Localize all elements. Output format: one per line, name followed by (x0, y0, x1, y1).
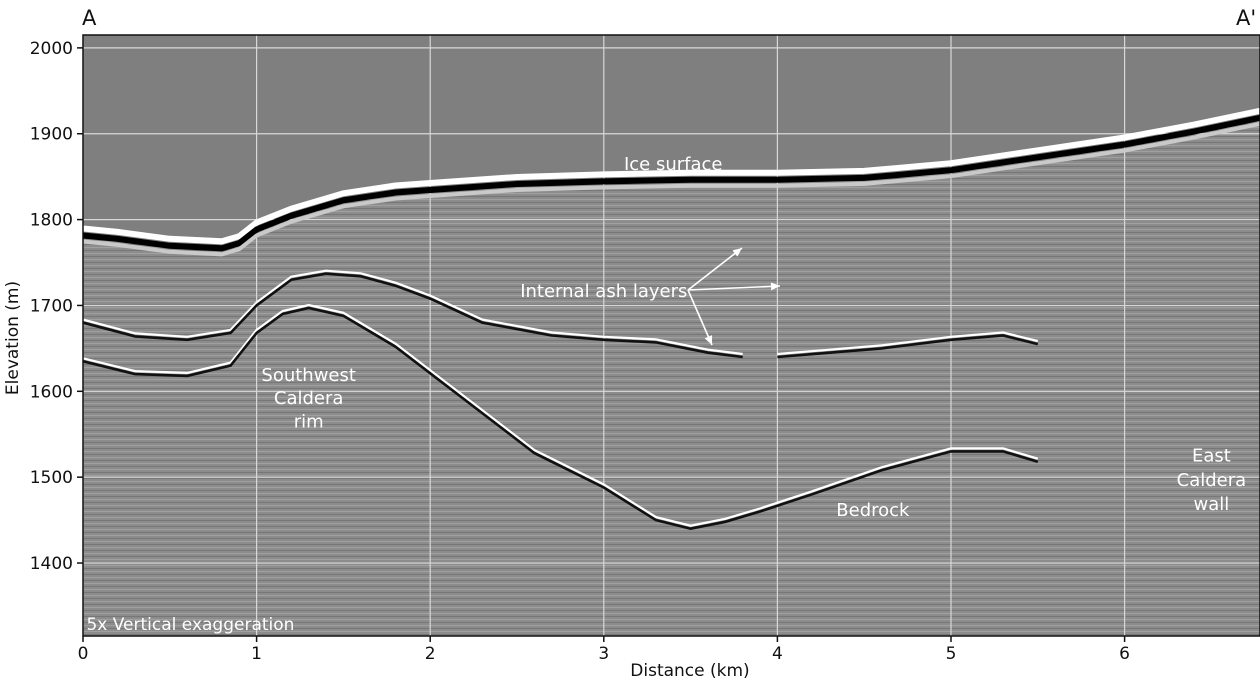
y-tick-label-3: 1700 (30, 296, 73, 316)
axes: 0 1 2 3 4 5 6 1400 1500 1600 1700 1800 1900 2000 (30, 39, 1130, 664)
annotation-arrows (687, 247, 781, 346)
profile-start-label: A (82, 6, 97, 30)
y-tick-label-1: 1500 (30, 468, 73, 488)
ice-surface-line (83, 114, 1260, 252)
x-axis-label: Distance (km) (630, 661, 749, 681)
internal-ash-layer-lower (777, 334, 1039, 359)
annotation-9: 5x Vertical exaggeration (86, 615, 294, 635)
bedrock-reflector-highlight (83, 303, 1039, 527)
annotation-7: Caldera (1177, 470, 1247, 491)
ash-layer-arrow-2 (687, 289, 713, 346)
x-tick-label-5: 5 (946, 644, 957, 664)
y-tick-label-2: 1600 (30, 382, 73, 402)
x-tick-label-1: 1 (251, 644, 262, 664)
y-tick-label-5: 1900 (30, 125, 73, 145)
profile-end-label: A' (1236, 6, 1256, 30)
x-tick-label-2: 2 (425, 644, 436, 664)
annotation-8: wall (1194, 494, 1230, 515)
ash-layer-arrow-1 (687, 282, 781, 291)
air-region (83, 35, 1260, 246)
annotation-6: East (1192, 446, 1231, 467)
plot-frame (82, 34, 1260, 637)
ice-surface-echo (83, 121, 1260, 257)
ice-surface-glare (83, 107, 1260, 245)
ash-layer-arrow-0 (687, 247, 743, 291)
annotation-2: Southwest (261, 365, 356, 386)
annotation-5: Bedrock (836, 500, 910, 521)
internal-ash-layer-upper (83, 272, 743, 359)
internal-ash-layer-lower-highlight (777, 331, 1039, 356)
y-tick-label-0: 1400 (30, 554, 73, 574)
x-tick-label-3: 3 (598, 644, 609, 664)
annotation-4: rim (294, 411, 324, 432)
x-tick-label-6: 6 (1119, 644, 1130, 664)
y-axis-label: Elevation (m) (3, 281, 23, 395)
bedrock-reflector (83, 306, 1039, 531)
y-tick-label-6: 2000 (30, 39, 73, 59)
annotation-1: Internal ash layers (520, 281, 687, 302)
y-tick-label-4: 1800 (30, 211, 73, 231)
x-tick-label-4: 4 (772, 644, 783, 664)
grid-lines (83, 35, 1260, 636)
internal-ash-layer-upper-highlight (83, 269, 743, 356)
annotation-3: Caldera (274, 388, 344, 409)
x-tick-label-0: 0 (78, 644, 89, 664)
radar-reflectors (83, 107, 1260, 531)
annotation-0: Ice surface (624, 154, 723, 175)
